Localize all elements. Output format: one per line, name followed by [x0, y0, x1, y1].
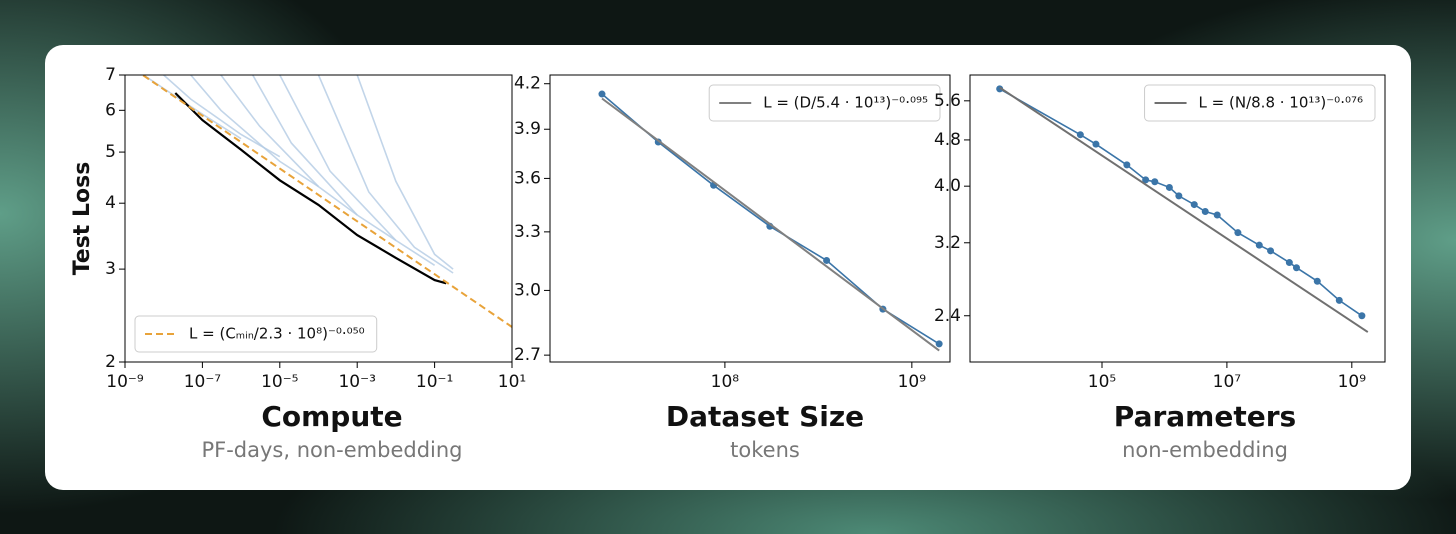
series-line [279, 75, 436, 266]
y-tick-label: 3.2 [934, 233, 961, 253]
x-tick-label: 10¹ [498, 372, 526, 392]
point [823, 256, 831, 264]
y-tick-label: 4.8 [934, 130, 961, 150]
y-tick-label: 4 [105, 193, 116, 213]
legend: L = (Cₘᵢₙ/2.3 · 10⁸)⁻⁰·⁰⁵⁰ [134, 315, 378, 353]
point [1123, 161, 1131, 169]
series-line [601, 93, 940, 345]
point [1358, 312, 1366, 320]
x-axis-sublabel: non-embedding [1122, 438, 1288, 462]
point [1267, 247, 1275, 255]
series-line [190, 75, 319, 188]
plot-area [996, 85, 1369, 333]
series-line [317, 75, 454, 274]
y-tick-label: 3.9 [514, 119, 541, 139]
x-axis-label: Parameters [1114, 400, 1296, 433]
legend-frame [1144, 84, 1376, 122]
point [1313, 277, 1321, 285]
plot-area [598, 90, 943, 352]
legend-frame [134, 315, 378, 353]
x-axis-label: Dataset Size [666, 400, 864, 433]
series-line [220, 75, 358, 216]
point [1234, 229, 1242, 237]
plot-area [140, 75, 512, 328]
x-tick-label: 10⁹ [898, 372, 927, 392]
point [1335, 296, 1343, 304]
point [1190, 201, 1198, 209]
point [598, 90, 606, 98]
legend-frame [708, 84, 941, 122]
legend: L = (N/8.8 · 10¹³)⁻⁰·⁰⁷⁶ [1144, 84, 1376, 122]
x-axis-label: Compute [261, 400, 402, 433]
plot-frame [549, 74, 951, 363]
y-tick-label: 5 [105, 142, 116, 162]
y-tick-label: 3.6 [514, 168, 541, 188]
point [1285, 259, 1293, 267]
series-line [356, 75, 454, 270]
y-tick-label: 3 [105, 259, 116, 279]
x-tick-label: 10⁷ [1213, 372, 1242, 392]
y-axis-label: Test Loss [70, 162, 95, 276]
point [1142, 176, 1150, 184]
series-line [999, 86, 1369, 333]
x-tick-label: 10⁸ [711, 372, 740, 392]
legend-label: L = (N/8.8 · 10¹³)⁻⁰·⁰⁷⁶ [1199, 94, 1363, 112]
point [996, 85, 1004, 93]
x-axis-sublabel: PF-days, non-embedding [201, 438, 462, 462]
point [1151, 178, 1159, 186]
series-line [140, 75, 512, 328]
series-line [252, 75, 397, 242]
legend-label: L = (Cₘᵢₙ/2.3 · 10⁸)⁻⁰·⁰⁵⁰ [189, 325, 365, 343]
x-tick-label: 10⁻⁵ [261, 372, 298, 392]
plot-frame [124, 74, 513, 363]
y-tick-label: 7 [105, 65, 116, 85]
point [1076, 131, 1084, 139]
y-tick-label: 4.0 [934, 176, 961, 196]
point [1255, 241, 1263, 249]
y-tick-label: 5.6 [934, 91, 961, 111]
point [1092, 140, 1100, 148]
x-tick-label: 10⁵ [1088, 372, 1116, 392]
y-tick-label: 2.4 [934, 306, 961, 326]
x-axis-sublabel: tokens [730, 438, 800, 462]
point [1213, 211, 1221, 219]
x-tick-label: 10⁻¹ [416, 372, 453, 392]
series-line [174, 92, 447, 285]
y-tick-label: 4.2 [514, 74, 541, 94]
legend-label: L = (D/5.4 · 10¹³)⁻⁰·⁰⁹⁵ [763, 94, 928, 112]
y-tick-label: 2 [105, 352, 116, 372]
point [1201, 207, 1209, 215]
point [1175, 192, 1183, 200]
y-tick-label: 6 [105, 100, 116, 120]
x-tick-label: 10⁻³ [338, 372, 375, 392]
y-tick-label: 3.0 [514, 280, 541, 300]
y-tick-label: 2.7 [514, 345, 541, 365]
x-tick-label: 10⁻⁷ [184, 372, 222, 392]
series-line [163, 75, 281, 158]
point [1292, 264, 1300, 272]
y-tick-label: 3.3 [514, 222, 541, 242]
series-line [601, 97, 940, 352]
plot-frame [969, 74, 1386, 363]
point [1165, 183, 1173, 191]
x-tick-label: 10⁹ [1338, 372, 1367, 392]
legend: L = (D/5.4 · 10¹³)⁻⁰·⁰⁹⁵ [708, 84, 941, 122]
x-tick-label: 10⁻⁹ [106, 372, 144, 392]
point [935, 340, 943, 348]
